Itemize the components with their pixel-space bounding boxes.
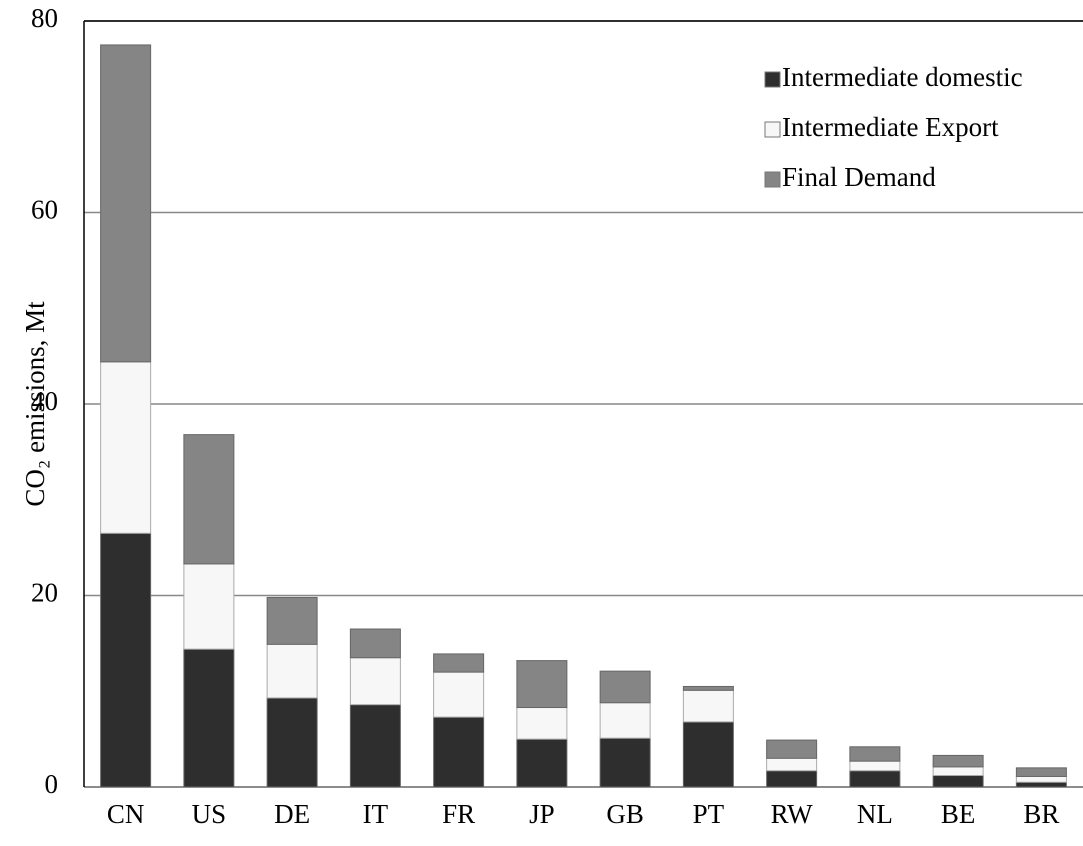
- bar-segment: [100, 361, 152, 534]
- bar-segment: [516, 738, 568, 788]
- bar-segment: [516, 660, 568, 709]
- bar-segment: [599, 702, 651, 739]
- x-tick-label: IT: [363, 799, 389, 829]
- bar-segment: [266, 697, 318, 788]
- bar-segment: [183, 563, 235, 650]
- x-tick-label: CN: [107, 799, 145, 829]
- x-tick-label: BR: [1023, 799, 1059, 829]
- legend-label: Final Demand: [782, 162, 936, 192]
- x-tick-label: PT: [693, 799, 725, 829]
- bar-segment: [433, 653, 485, 673]
- bar-segment: [349, 704, 401, 788]
- bar-segment: [1015, 781, 1067, 788]
- x-tick-label: US: [192, 799, 227, 829]
- bar-segment: [1015, 775, 1067, 783]
- bar-segment: [599, 737, 651, 788]
- bar-segment: [849, 760, 901, 772]
- legend-label: Intermediate domestic: [782, 62, 1023, 92]
- x-tick-label: NL: [857, 799, 893, 829]
- bar-segment: [266, 643, 318, 699]
- bar-segment: [766, 757, 818, 772]
- x-tick-label: RW: [771, 799, 814, 829]
- bar-segment: [100, 44, 152, 363]
- bar-segment: [183, 434, 235, 565]
- x-tick-label: JP: [529, 799, 555, 829]
- bar-segment: [349, 657, 401, 706]
- bar-segment: [682, 689, 734, 723]
- x-tick-label: GB: [606, 799, 644, 829]
- bar-segment: [349, 628, 401, 659]
- bar-segment: [932, 766, 984, 777]
- y-tick-label: 80: [31, 3, 58, 33]
- bar-segment: [100, 532, 152, 788]
- x-tick-label: BE: [941, 799, 976, 829]
- bar-segment: [516, 707, 568, 740]
- bar-segment: [599, 670, 651, 704]
- bar-segment: [932, 775, 984, 788]
- bar-segment: [183, 648, 235, 788]
- bar-segment: [766, 770, 818, 788]
- bar-segment: [682, 685, 734, 691]
- legend-swatch: [764, 121, 781, 138]
- y-axis-label: CO₂ emissions, Mt: [20, 301, 50, 507]
- bar-segment: [1015, 767, 1067, 777]
- bar-segment: [849, 770, 901, 788]
- y-tick-label: 0: [45, 769, 59, 799]
- y-tick-label: 20: [31, 578, 58, 608]
- legend-swatch: [764, 171, 781, 188]
- legend-swatch: [764, 71, 781, 88]
- legend-label: Intermediate Export: [782, 112, 999, 142]
- bar-segment: [932, 754, 984, 768]
- y-tick-label: 60: [31, 195, 58, 225]
- x-tick-label: FR: [442, 799, 475, 829]
- bar-segment: [433, 716, 485, 788]
- bar-segment: [433, 671, 485, 718]
- bar-segment: [682, 721, 734, 788]
- bar-segment: [266, 596, 318, 645]
- bar-segment: [849, 746, 901, 762]
- bar-segment: [766, 739, 818, 759]
- x-tick-label: DE: [274, 799, 310, 829]
- y-tick-label: 40: [31, 386, 58, 416]
